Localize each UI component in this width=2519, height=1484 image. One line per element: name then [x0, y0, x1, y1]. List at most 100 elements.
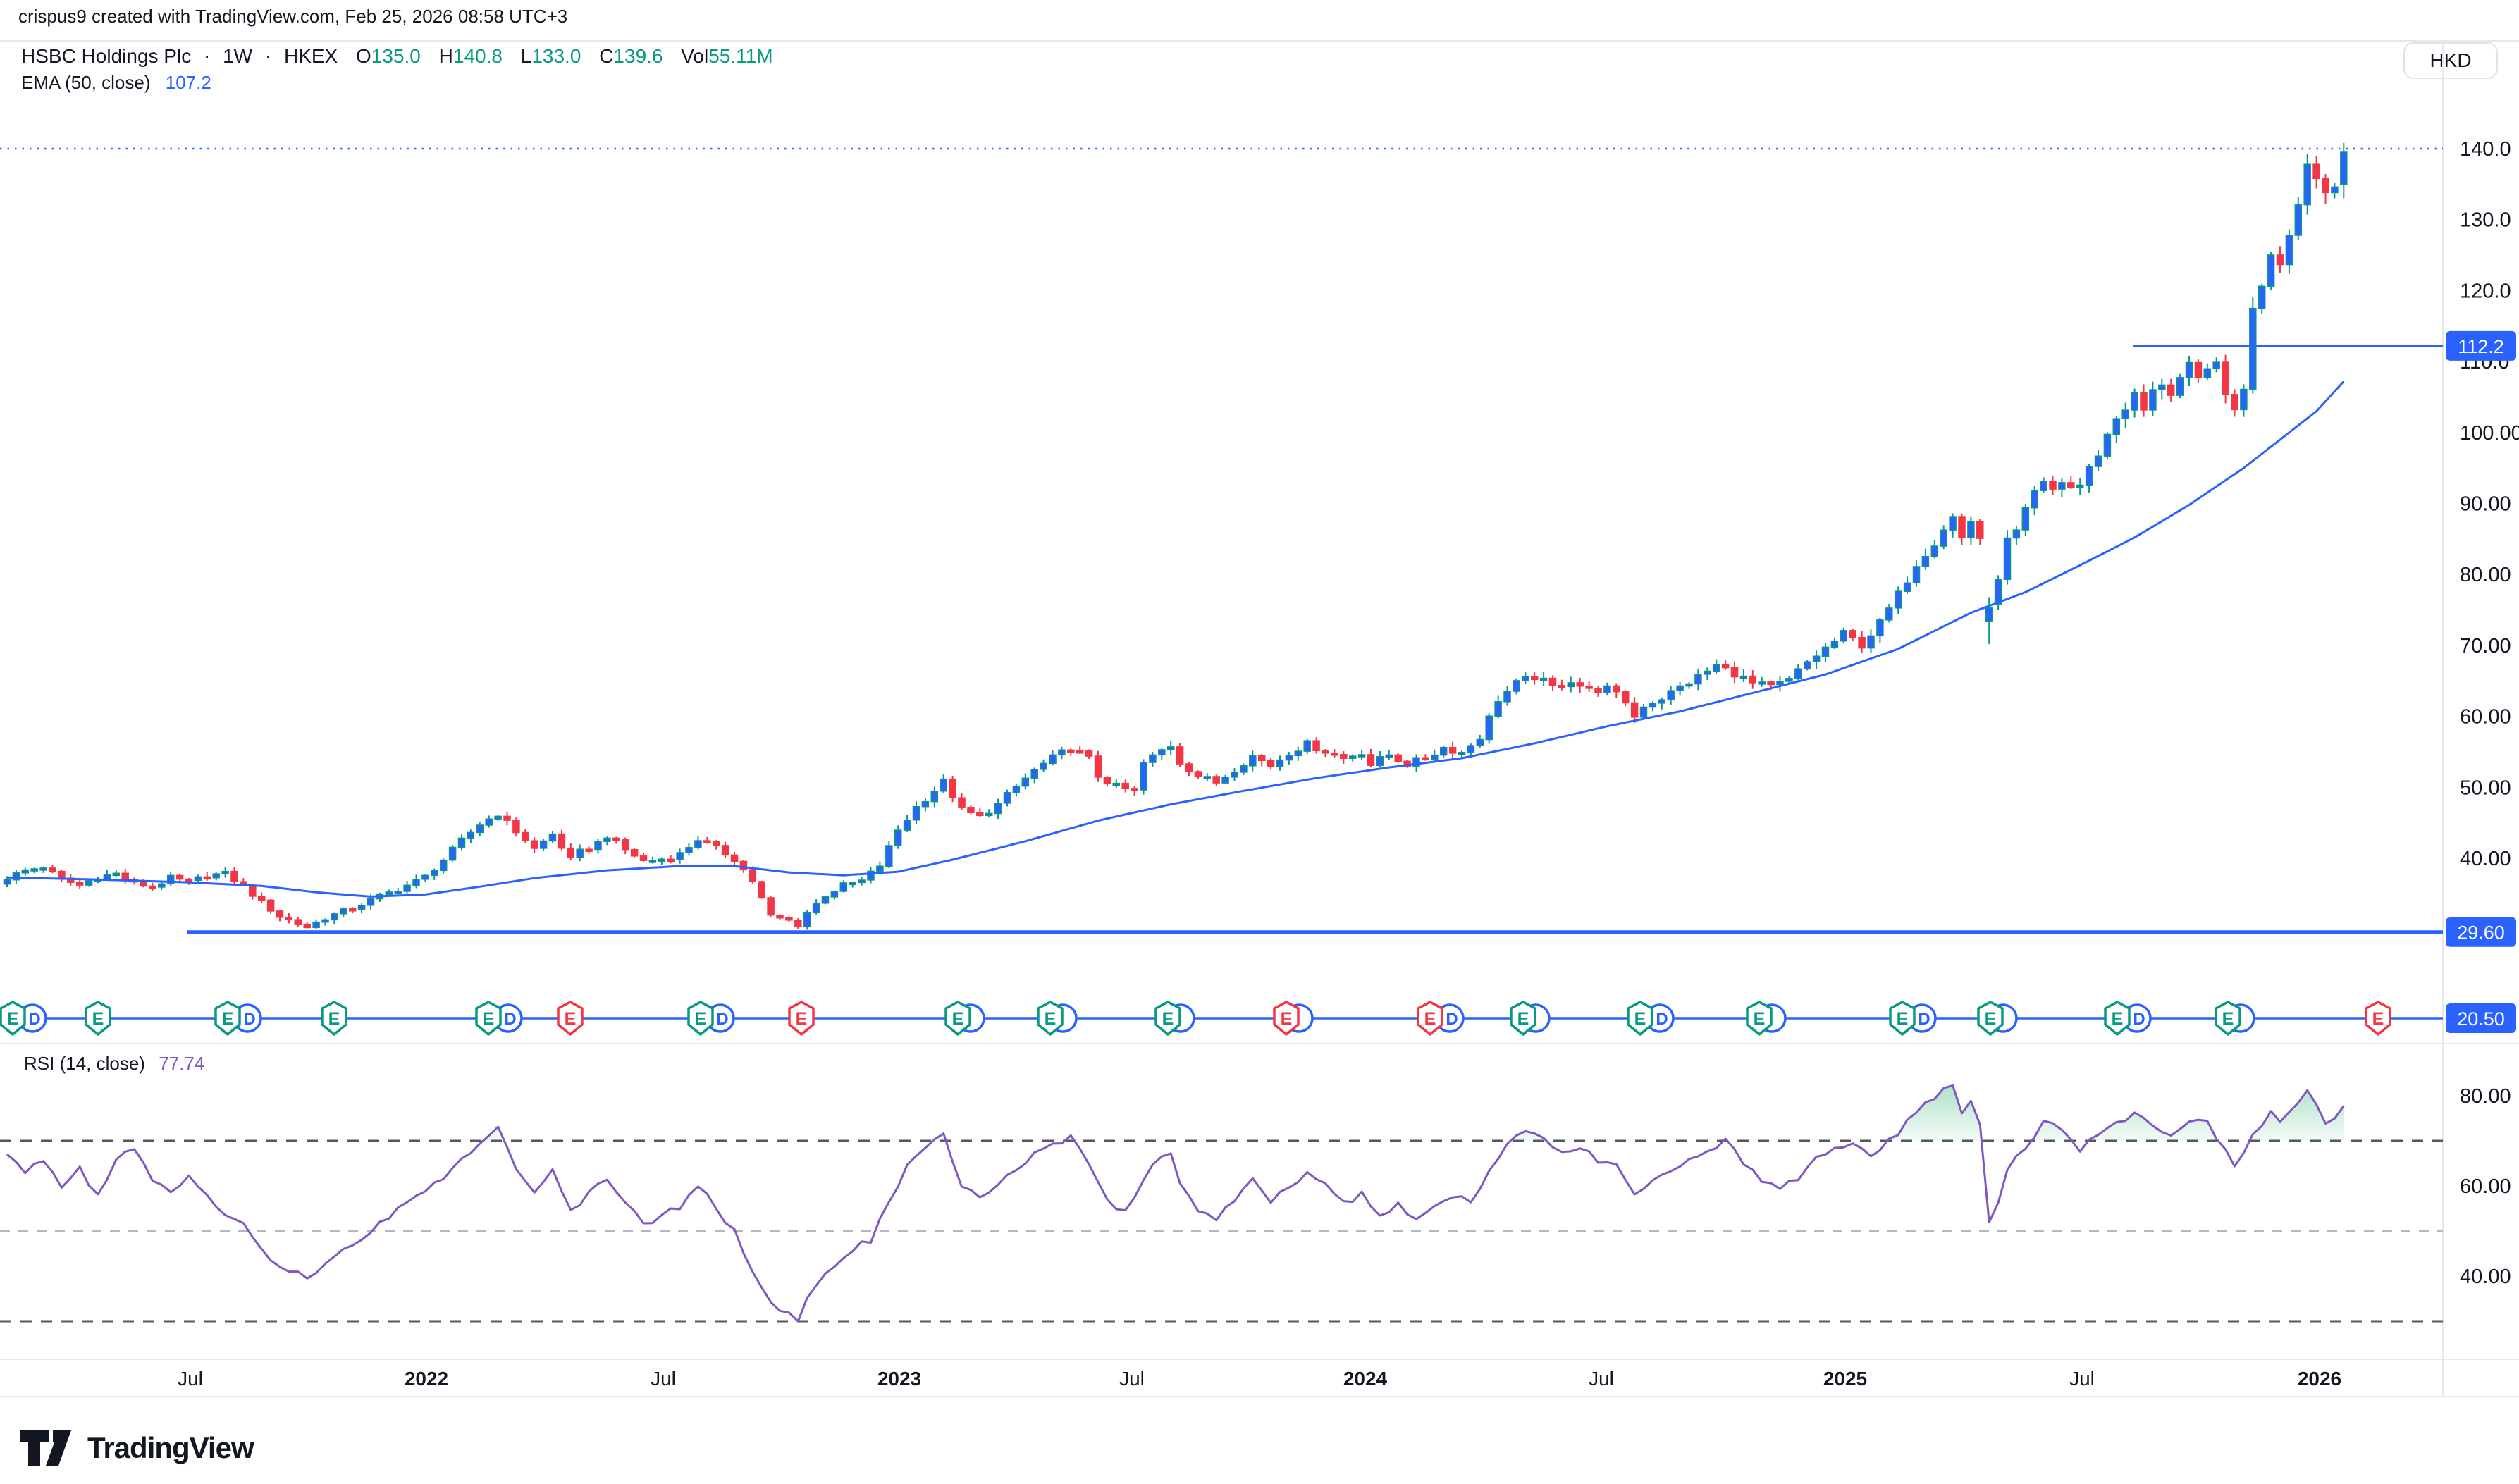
svg-text:D: D — [243, 1010, 255, 1029]
earnings-icon — [85, 1001, 111, 1036]
earnings-badge[interactable]: E — [2215, 1001, 2255, 1036]
earnings-badge[interactable]: E — [1273, 1001, 1314, 1036]
svg-text:E: E — [952, 1009, 964, 1029]
ema-label[interactable]: EMA (50, close) — [21, 72, 151, 93]
time-axis-label: 2024 — [1343, 1368, 1388, 1390]
svg-text:E: E — [1162, 1009, 1174, 1029]
rsi-overbought-fill — [7, 1085, 2344, 1141]
price-axis-label: 130.0 — [2460, 209, 2511, 232]
svg-text:D: D — [1918, 1010, 1930, 1029]
earnings-icon — [687, 1001, 714, 1036]
currency-button[interactable]: HKD — [2403, 42, 2498, 79]
earnings-badge[interactable]: E — [1977, 1001, 2018, 1036]
earnings-badge[interactable]: DE — [1417, 1001, 1465, 1036]
time-axis-label: Jul — [1589, 1368, 1614, 1390]
separator-dot: · — [264, 45, 272, 67]
rsi-value: 77.74 — [159, 1053, 205, 1074]
svg-text:E: E — [796, 1009, 808, 1029]
earnings-badge[interactable]: DE — [475, 1001, 523, 1036]
earnings-icon — [321, 1001, 347, 1036]
time-axis-label: Jul — [178, 1368, 203, 1390]
earnings-icon — [214, 1001, 241, 1036]
svg-text:E: E — [1897, 1009, 1909, 1029]
earnings-badge[interactable]: DE — [2104, 1001, 2152, 1036]
earnings-icon — [2215, 1001, 2241, 1036]
open-value: 135.0 — [371, 45, 421, 67]
price-axis-label: 80.00 — [2460, 564, 2511, 586]
earnings-badge[interactable]: E — [557, 1001, 584, 1036]
earnings-badge[interactable]: DE — [0, 1001, 47, 1036]
close-value: 139.6 — [613, 45, 663, 67]
price-tag: 20.50 — [2457, 1008, 2505, 1029]
svg-text:D: D — [2133, 1010, 2145, 1029]
time-axis-label: 2022 — [405, 1368, 448, 1390]
candles-layer — [3, 142, 2348, 930]
time-axis-label: 2025 — [1823, 1368, 1867, 1390]
price-axis-label: 40.00 — [2460, 848, 2511, 870]
earnings-badge[interactable]: E — [321, 1001, 347, 1036]
earnings-icon — [1510, 1001, 1536, 1036]
exchange-label: HKEX — [283, 45, 338, 67]
earnings-badge[interactable]: E — [1154, 1001, 1195, 1036]
rsi-axis-label: 60.00 — [2460, 1175, 2511, 1198]
svg-text:E: E — [565, 1009, 577, 1029]
volume-label: Vol — [681, 45, 709, 67]
ema-value: 107.2 — [165, 72, 211, 93]
svg-text:E: E — [1281, 1009, 1293, 1029]
earnings-badge[interactable]: DE — [1627, 1001, 1675, 1036]
price-axis-label: 120.0 — [2460, 280, 2511, 302]
time-axis-label: 2026 — [2298, 1368, 2341, 1390]
earnings-badge[interactable]: DE — [214, 1001, 262, 1036]
svg-text:E: E — [1634, 1009, 1646, 1029]
time-axis-label: 2023 — [877, 1368, 921, 1390]
price-axis-label: 140.0 — [2460, 138, 2511, 161]
svg-text:E: E — [483, 1009, 495, 1029]
earnings-badge[interactable]: E — [1037, 1001, 1078, 1036]
earnings-badge[interactable]: E — [944, 1001, 985, 1036]
price-axis[interactable]: 140.0130.0120.0110.0100.0090.0080.0070.0… — [2460, 138, 2519, 1288]
earnings-badge[interactable]: E — [85, 1001, 111, 1036]
svg-text:E: E — [2222, 1009, 2234, 1029]
earnings-badge[interactable]: E — [1746, 1001, 1787, 1036]
rsi-axis-label: 40.00 — [2460, 1266, 2511, 1288]
volume-value: 55.11M — [708, 45, 773, 67]
earnings-icon — [788, 1001, 815, 1036]
svg-text:E: E — [1424, 1009, 1436, 1029]
symbol-title[interactable]: HSBC Holdings Plc — [21, 45, 192, 67]
earnings-badge[interactable]: E — [788, 1001, 815, 1036]
tradingview-logo[interactable]: TradingView — [18, 1426, 254, 1470]
separator-dot: · — [203, 45, 211, 67]
earnings-icon — [1746, 1001, 1773, 1036]
rsi-line — [6, 1084, 2345, 1323]
earnings-icon — [557, 1001, 584, 1036]
high-value: 140.8 — [452, 45, 503, 67]
earnings-badge[interactable]: E — [2365, 1001, 2391, 1036]
earnings-icon — [1273, 1001, 1300, 1036]
svg-text:E: E — [695, 1009, 707, 1029]
close-label: C — [599, 45, 614, 67]
rsi-legend: RSI (14, close) 77.74 — [18, 1051, 211, 1076]
earnings-icon — [475, 1001, 502, 1036]
time-axis-label: Jul — [1119, 1368, 1145, 1390]
svg-text:E: E — [2372, 1009, 2384, 1029]
svg-text:D: D — [1446, 1010, 1458, 1029]
earnings-badge[interactable]: DE — [687, 1001, 735, 1036]
ema-legend: EMA (50, close) 107.2 — [21, 72, 211, 94]
earnings-icon — [1627, 1001, 1653, 1036]
svg-text:E: E — [1045, 1009, 1057, 1029]
earnings-icon — [1037, 1001, 1064, 1036]
low-value: 133.0 — [531, 45, 581, 67]
svg-text:D: D — [1656, 1010, 1668, 1029]
open-label: O — [356, 45, 371, 67]
time-axis-label: Jul — [651, 1368, 676, 1390]
price-axis-label: 90.00 — [2460, 493, 2511, 516]
svg-text:E: E — [328, 1009, 340, 1029]
rsi-label[interactable]: RSI (14, close) — [24, 1053, 145, 1074]
time-axis[interactable]: Jul 2022 Jul 2023 Jul 2024 Jul 2025 Jul 2026 — [178, 1368, 2341, 1390]
interval-label[interactable]: 1W — [223, 45, 253, 67]
svg-text:D: D — [28, 1010, 40, 1029]
earnings-badge[interactable]: E — [1510, 1001, 1551, 1036]
svg-text:E: E — [92, 1009, 104, 1029]
earnings-badge[interactable]: DE — [1889, 1001, 1937, 1036]
